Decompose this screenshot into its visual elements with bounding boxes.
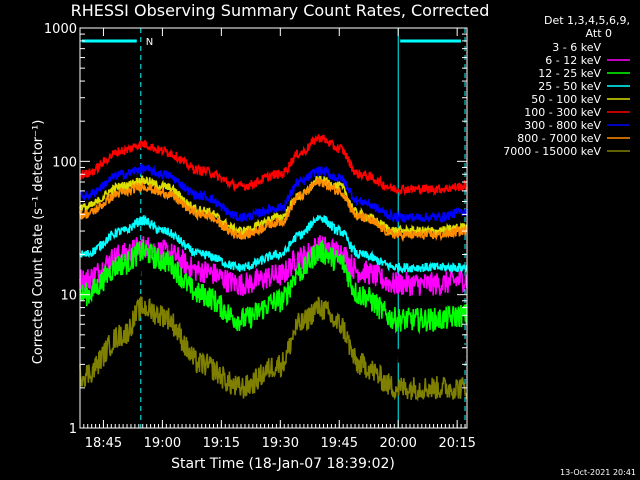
- series-line-5: [79, 175, 468, 237]
- y-tick-label: 1: [69, 422, 77, 437]
- legend-label-7: 300 - 800 keV: [524, 119, 601, 132]
- x-tick-label: 20:00: [379, 436, 416, 451]
- series-line-8: [79, 177, 468, 243]
- timestamp: 13-Oct-2021 20:41: [560, 468, 636, 477]
- legend-label-9: 7000 - 15000 keV: [503, 145, 601, 158]
- x-tick-label: 18:45: [85, 436, 122, 451]
- plot-frame: [79, 27, 468, 429]
- plot-area: N 1 10 100 1000 18:45 19:00 19:15 19:30 19:45 20:0…: [44, 22, 476, 451]
- y-tick-label: 1000: [44, 22, 77, 37]
- series-line-6: [79, 134, 468, 197]
- x-tick-label: 19:15: [203, 436, 240, 451]
- series-line-7: [79, 164, 468, 224]
- chart-title: RHESSI Observing Summary Count Rates, Co…: [71, 1, 490, 20]
- legend-label-4: 25 - 50 keV: [538, 80, 601, 93]
- x-tick-label: 19:30: [262, 436, 299, 451]
- x-axis-label: Start Time (18-Jan-07 18:39:02): [171, 456, 395, 472]
- legend-label-8: 800 - 7000 keV: [517, 132, 601, 145]
- series-line-3: [79, 239, 468, 335]
- legend-label-2: 6 - 12 keV: [545, 54, 601, 67]
- legend-header-line-1: Det 1,3,4,5,6,9,: [544, 14, 630, 27]
- x-tick-label: 19:45: [321, 436, 358, 451]
- flag-label: N: [146, 37, 153, 48]
- legend-label-3: 12 - 25 keV: [538, 67, 601, 80]
- series-line-1: [79, 255, 468, 369]
- y-tick-label: 100: [52, 155, 77, 170]
- y-axis-label: Corrected Count Rate (s⁻¹ detector⁻¹): [31, 120, 46, 365]
- series-line-4: [79, 214, 468, 275]
- x-tick-label: 19:00: [144, 436, 181, 451]
- legend-label-1: 3 - 6 keV: [552, 41, 601, 54]
- legend-label-5: 50 - 100 keV: [531, 93, 601, 106]
- y-tick-label: 10: [60, 289, 77, 304]
- x-tick-label: 20:15: [438, 436, 475, 451]
- legend-label-6: 100 - 300 keV: [524, 106, 601, 119]
- legend-header-line-2: Att 0: [586, 27, 612, 40]
- series-line-9: [79, 296, 468, 402]
